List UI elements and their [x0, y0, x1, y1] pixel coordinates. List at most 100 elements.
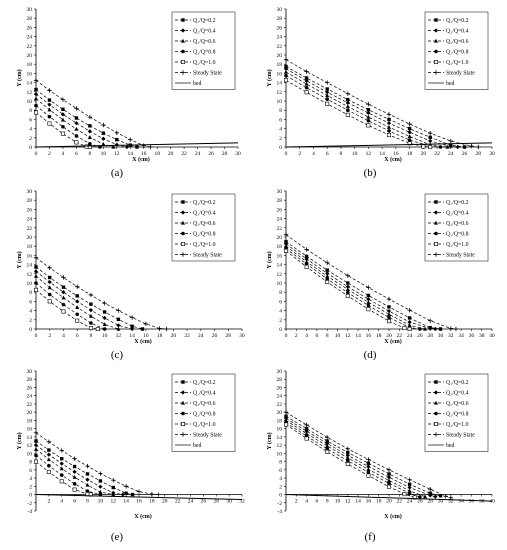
x-tick-label: 4	[305, 499, 308, 505]
data-point	[283, 409, 289, 415]
y-tick-label: 14	[277, 81, 283, 87]
legend-box	[424, 193, 489, 262]
y-tick-label: 2	[29, 484, 32, 490]
data-point	[46, 457, 51, 462]
data-point	[124, 491, 128, 495]
data-point	[434, 231, 438, 236]
y-tick-label: 20	[277, 235, 283, 241]
data-point	[407, 485, 412, 490]
y-tick-label: 22	[27, 226, 33, 232]
y-tick-label: 12	[27, 443, 33, 449]
y-tick-label: 4	[279, 476, 282, 482]
x-tick-label: 0	[285, 333, 288, 339]
data-point	[386, 120, 392, 126]
y-tick-label: -2	[27, 501, 32, 507]
data-point	[366, 467, 371, 472]
data-point	[407, 316, 412, 320]
data-point	[433, 494, 438, 499]
data-point	[180, 390, 186, 395]
data-point	[423, 326, 428, 331]
y-tick-label: 10	[27, 99, 33, 105]
data-point	[434, 220, 438, 225]
legend-label: bed	[193, 81, 201, 87]
legend-label: Steady State	[193, 253, 222, 259]
data-point	[116, 308, 121, 313]
data-point	[448, 138, 453, 144]
data-point	[428, 318, 433, 323]
y-tick-label: 10	[277, 99, 283, 105]
y-tick-label: 4	[29, 309, 32, 315]
series-line	[35, 289, 98, 330]
y-tick-label: 30	[27, 7, 33, 13]
data-point	[34, 265, 38, 269]
data-point	[283, 241, 289, 246]
data-point	[47, 98, 52, 102]
data-point	[157, 326, 162, 331]
data-point	[346, 450, 350, 455]
data-point	[284, 239, 288, 244]
series-line	[35, 461, 91, 495]
y-tick-label: -4	[277, 509, 282, 515]
data-point	[345, 293, 350, 298]
data-point	[75, 312, 79, 317]
data-point	[95, 326, 100, 331]
series-line	[285, 75, 441, 148]
data-point	[421, 144, 426, 149]
series-line	[285, 79, 431, 148]
legend: Q₁/Q=0.2 Q₁/Q=0.4 Q₁/Q=0.6 Q₁/Q=0.8 Q₁/Q=1.0…	[171, 373, 236, 452]
data-point	[386, 133, 391, 138]
x-tick-label: 30	[235, 151, 241, 157]
data-point	[325, 87, 329, 91]
x-tick-label: 4	[305, 333, 308, 339]
x-tick-label: 4	[312, 151, 315, 157]
data-point	[116, 323, 121, 328]
data-point	[304, 69, 309, 74]
data-point	[74, 126, 79, 131]
y-tick-label: 10	[277, 281, 283, 287]
data-point	[101, 136, 106, 141]
panel-label: (b)	[364, 167, 377, 179]
x-tick-label: 32	[448, 333, 454, 339]
data-point	[366, 461, 371, 465]
data-point	[33, 443, 39, 448]
data-point	[74, 134, 79, 138]
legend-label: bed	[446, 443, 454, 449]
y-axis-title: Y (cm)	[266, 251, 273, 268]
data-point	[181, 231, 185, 236]
x-tick-label: 16	[366, 333, 372, 339]
data-point	[428, 138, 433, 144]
data-point	[284, 73, 288, 78]
data-point	[47, 285, 52, 290]
series-line	[35, 257, 167, 330]
y-tick-label: 26	[277, 385, 283, 391]
y-tick-label: 20	[277, 53, 283, 59]
data-point	[407, 482, 412, 486]
data-point	[181, 59, 186, 64]
legend: Q₁/Q=0.2 Q₁/Q=0.4 Q₁/Q=0.6 Q₁/Q=0.8 Q₁/Q=1.0…	[171, 11, 236, 90]
y-tick-label: 0	[279, 327, 282, 333]
data-point	[434, 380, 438, 384]
series-line	[285, 250, 410, 330]
y-tick-label: 16	[27, 253, 33, 259]
data-point	[407, 326, 412, 331]
panel-label: (d)	[364, 349, 377, 361]
data-point	[345, 462, 350, 467]
y-tick-label: 0	[29, 145, 32, 151]
y-axis-title: Y (cm)	[16, 432, 23, 449]
legend-label: Steady State	[446, 433, 475, 439]
x-axis-title: X (cm)	[134, 338, 152, 345]
y-tick-label: 8	[279, 460, 282, 466]
data-point	[60, 97, 66, 102]
data-point	[60, 131, 65, 136]
y-tick-label: 30	[277, 369, 283, 375]
data-point	[61, 302, 66, 307]
y-tick-label: 26	[27, 207, 33, 213]
x-tick-label: 8	[86, 499, 89, 505]
legend-label: Q₁/Q=0.2	[193, 380, 216, 386]
x-tick-label: 18	[154, 151, 160, 157]
y-tick-label: 24	[27, 217, 33, 223]
series-line	[285, 66, 465, 148]
data-point	[345, 455, 350, 460]
data-point	[59, 461, 64, 466]
